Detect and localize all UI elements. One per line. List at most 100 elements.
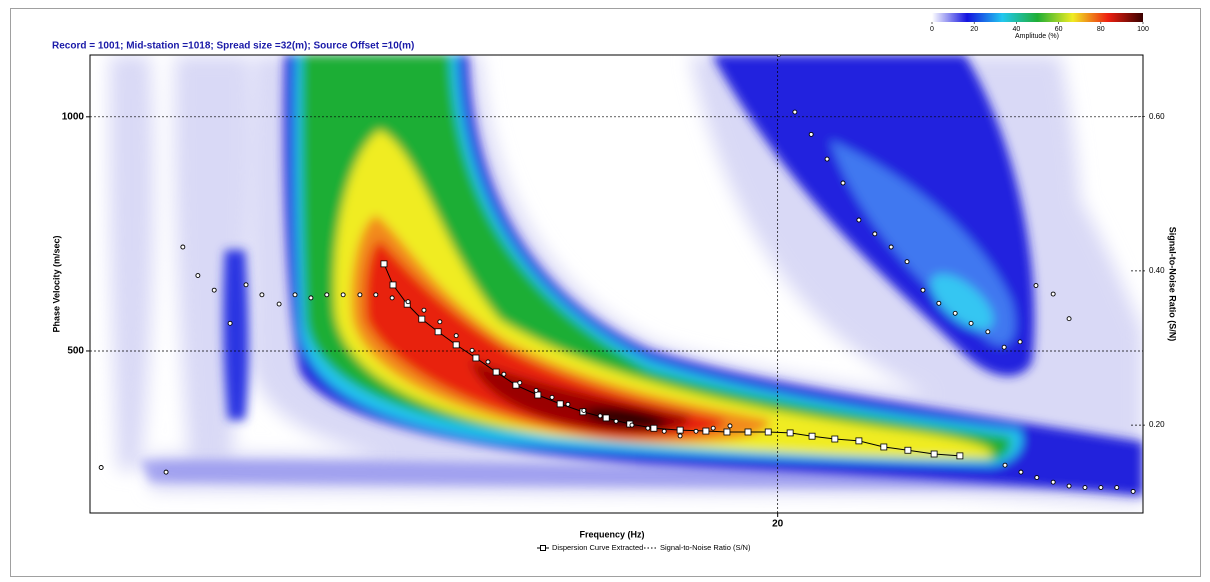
- sn-point: [613, 418, 619, 424]
- sn-point: [856, 217, 862, 223]
- curve-point: [808, 432, 816, 440]
- y-tick-label: 1000: [62, 111, 85, 122]
- colorbar-tick-label: 100: [1137, 26, 1149, 33]
- sn-point: [1017, 339, 1023, 345]
- sn-point: [710, 425, 716, 431]
- sn-point: [565, 401, 571, 407]
- curve-point: [744, 428, 752, 436]
- curve-point: [723, 428, 731, 436]
- series: [380, 260, 964, 460]
- sn-point: [308, 295, 314, 301]
- sn-point: [968, 320, 974, 326]
- legend-label: Dispersion Curve Extracted: [552, 543, 643, 552]
- colorbar-tick-label: 40: [1013, 26, 1021, 33]
- sn-point: [211, 287, 217, 293]
- dispersion-line: [383, 263, 960, 457]
- legend-label: Signal-to-Noise Ratio (S/N): [660, 543, 751, 552]
- sn-point: [581, 408, 587, 413]
- x-axis-label: Frequency (Hz): [579, 529, 644, 539]
- sn-point: [1098, 485, 1104, 491]
- sn-point: [727, 423, 733, 429]
- chart-title: Record = 1001; Mid-station =1018; Spread…: [52, 41, 414, 52]
- curve-point: [602, 414, 610, 422]
- series: [98, 55, 1136, 494]
- sn-point: [1082, 485, 1088, 491]
- curve-point: [930, 450, 938, 458]
- colorbar: [932, 13, 1143, 22]
- x-tick-label: 20: [772, 519, 784, 530]
- sn-point: [340, 292, 346, 298]
- y-axis-label: Phase Velocity (m/sec): [51, 235, 61, 332]
- sn-point: [276, 301, 282, 307]
- sn-point: [259, 292, 265, 298]
- sn-point: [888, 244, 894, 250]
- curve-point: [472, 354, 480, 362]
- y2-tick-label: 0.20: [1149, 420, 1165, 429]
- sn-point: [645, 425, 651, 431]
- sn-point: [549, 394, 555, 400]
- curve-point: [434, 328, 442, 336]
- legend-marker: [540, 545, 546, 551]
- curve-point: [389, 281, 397, 289]
- sn-point: [597, 413, 603, 419]
- curve-point: [512, 381, 520, 389]
- sn-point: [824, 156, 830, 162]
- sn-point: [985, 329, 991, 335]
- sn-point: [936, 300, 942, 306]
- sn-point: [405, 299, 411, 305]
- sn-point: [324, 292, 330, 298]
- sn-point: [437, 319, 443, 325]
- sn-point: [1050, 291, 1056, 297]
- sn-point: [180, 244, 186, 250]
- sn-point: [195, 273, 201, 278]
- sn-point: [421, 307, 427, 313]
- plot-border: [89, 54, 1144, 514]
- curve-point: [492, 368, 500, 376]
- curve-point: [534, 391, 542, 399]
- sn-point: [389, 295, 395, 301]
- sn-point: [1018, 469, 1024, 475]
- sn-point: [1002, 462, 1008, 468]
- sn-point: [517, 380, 523, 386]
- curve-point: [650, 424, 658, 432]
- sn-point: [98, 465, 104, 470]
- curve-point: [855, 437, 863, 445]
- sn-point: [485, 359, 491, 365]
- curve-point: [904, 446, 912, 454]
- sn-point: [677, 433, 683, 439]
- curve-point: [676, 426, 684, 434]
- sn-point: [373, 292, 379, 298]
- sn-point: [920, 287, 926, 293]
- sn-point: [808, 131, 814, 137]
- y2-tick-label: 0.40: [1149, 266, 1165, 275]
- sn-point: [1130, 488, 1136, 494]
- sn-point: [661, 428, 667, 434]
- sn-point: [243, 282, 249, 288]
- sn-point: [469, 347, 475, 353]
- curve-point: [702, 427, 710, 435]
- colorbar-label: Amplitude (%): [1015, 33, 1059, 40]
- sn-point: [693, 428, 699, 434]
- curve-point: [831, 435, 839, 443]
- curve-point: [418, 315, 426, 323]
- sn-point: [227, 320, 233, 326]
- sn-point: [453, 333, 459, 339]
- y-tick-label: 500: [67, 346, 84, 357]
- sn-point: [163, 469, 169, 475]
- sn-point: [1114, 485, 1120, 491]
- sn-point: [1066, 483, 1072, 489]
- colorbar-tick-label: 20: [970, 26, 978, 33]
- curve-point: [764, 428, 772, 436]
- colorbar-tick-label: 0: [930, 26, 934, 33]
- sn-point: [952, 310, 958, 316]
- sn-point: [629, 422, 635, 428]
- sn-point: [904, 259, 910, 265]
- curve-point: [880, 443, 888, 451]
- sn-point: [357, 292, 363, 298]
- curve-point: [380, 260, 388, 268]
- sn-point: [792, 109, 798, 115]
- y2-tick-label: 0.60: [1149, 112, 1165, 121]
- sn-point: [533, 387, 539, 393]
